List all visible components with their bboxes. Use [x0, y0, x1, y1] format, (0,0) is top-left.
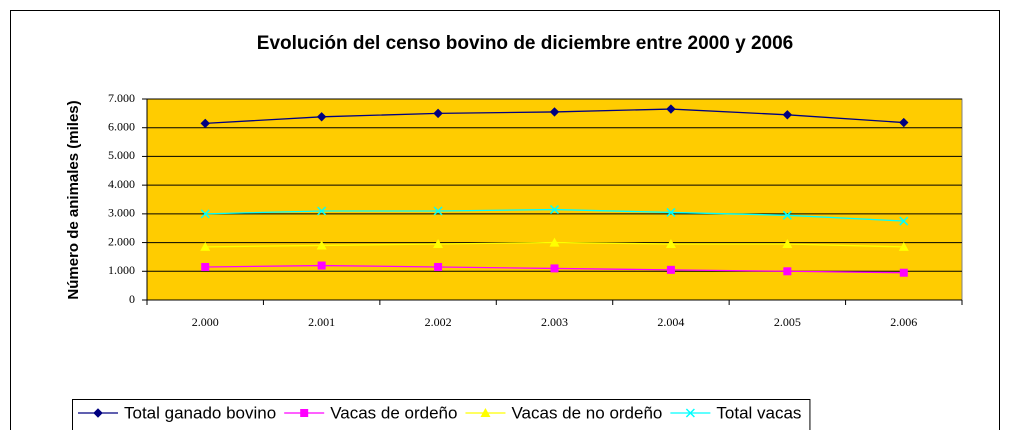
marker: [300, 409, 309, 417]
marker: [93, 408, 103, 418]
x-tick-label: 2.005: [774, 315, 801, 329]
marker: [685, 408, 695, 418]
legend-label: Total vacas: [716, 403, 801, 422]
y-tick-label: 0: [129, 292, 135, 306]
marker: [201, 262, 210, 271]
marker: [549, 237, 560, 247]
x-tick-label: 2.003: [541, 315, 568, 329]
marker: [200, 241, 211, 251]
y-tick-label: 7.000: [108, 91, 135, 105]
x-tick-label: 2.002: [425, 315, 452, 329]
marker: [665, 239, 676, 249]
marker: [782, 110, 793, 120]
marker: [782, 210, 792, 220]
x-tick-label: 2.004: [657, 315, 684, 329]
marker: [434, 262, 443, 271]
marker: [783, 267, 792, 276]
marker: [549, 205, 560, 215]
y-tick-label: 3.000: [108, 206, 135, 220]
marker: [200, 209, 210, 219]
marker: [433, 206, 443, 216]
x-tick-label: 2.001: [308, 315, 335, 329]
marker: [899, 268, 908, 277]
marker: [666, 207, 676, 217]
marker: [200, 118, 210, 129]
legend-box: [72, 399, 811, 430]
legend-label: Vacas de no ordeño: [511, 403, 662, 422]
marker: [316, 240, 327, 250]
chart-title: Evolución del censo bovino de diciembre …: [257, 33, 793, 54]
y-tick-label: 5.000: [108, 148, 135, 162]
legend: Total ganado bovino Vacas de ordeño Vacas …: [72, 399, 811, 430]
marker: [550, 264, 559, 273]
legend-label: Total ganado bovino: [124, 403, 276, 422]
x-tick-label: 2.006: [890, 315, 917, 329]
marker: [316, 112, 327, 122]
marker: [549, 107, 560, 117]
marker: [899, 216, 909, 226]
y-tick-label: 2.000: [108, 234, 135, 248]
y-axis-label: Número de animales (miles): [65, 100, 82, 299]
marker: [317, 206, 327, 216]
marker: [433, 108, 443, 119]
marker: [782, 239, 793, 249]
marker: [480, 408, 491, 417]
y-tick-label: 6.000: [108, 119, 135, 133]
y-tick-label: 1.000: [108, 263, 135, 277]
marker: [317, 261, 326, 270]
legend-label: Vacas de ordeño: [330, 403, 457, 422]
marker: [898, 241, 909, 251]
marker: [666, 104, 676, 114]
x-tick-label: 2.000: [192, 315, 219, 329]
marker: [899, 117, 909, 128]
marker: [433, 239, 444, 249]
y-tick-label: 4.000: [108, 177, 135, 191]
marker: [666, 265, 675, 274]
